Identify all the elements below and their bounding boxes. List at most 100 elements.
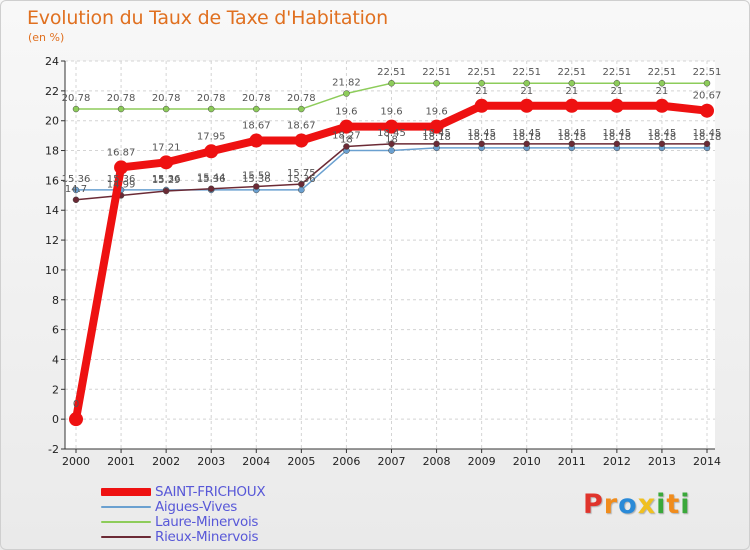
legend-label: Rieux-Minervois xyxy=(155,529,259,545)
data-label: 18.45 xyxy=(648,128,677,139)
data-point xyxy=(339,119,354,134)
data-label: 15.59 xyxy=(242,171,271,182)
data-label: 19.6 xyxy=(425,107,447,118)
data-point xyxy=(249,133,264,148)
data-label: 18.18 xyxy=(603,132,632,143)
data-point xyxy=(523,140,530,148)
data-label: 18.45 xyxy=(422,128,451,139)
data-point xyxy=(298,186,305,194)
data-point xyxy=(433,79,440,87)
data-point xyxy=(700,103,714,118)
data-point xyxy=(114,160,129,175)
legend-item-saint-frichoux[interactable]: SAINT-FRICHOUX xyxy=(101,484,361,500)
y-tick-label: 20 xyxy=(45,115,59,128)
x-tick-label: 2006 xyxy=(332,455,360,468)
data-label: 20.78 xyxy=(242,93,271,104)
y-tick-label: 16 xyxy=(45,174,59,187)
data-label: 20.67 xyxy=(693,91,722,102)
data-point xyxy=(388,79,395,87)
x-tick-label: 2008 xyxy=(423,455,451,468)
data-point xyxy=(474,98,489,113)
data-point xyxy=(478,79,485,87)
data-point xyxy=(72,105,80,113)
data-label: 22.51 xyxy=(648,67,677,78)
data-label: 18.45 xyxy=(557,128,586,139)
data-label: 21 xyxy=(520,86,533,97)
data-label: 15.36 xyxy=(62,174,91,185)
data-point xyxy=(703,79,711,87)
proxiti-logo: Proxiti xyxy=(583,489,691,520)
data-point xyxy=(703,140,711,148)
x-tick-label: 2005 xyxy=(287,455,315,468)
data-label: 15.36 xyxy=(152,174,181,185)
data-label: 15.44 xyxy=(197,173,226,184)
data-label: 18.18 xyxy=(467,132,496,143)
data-label: 18.18 xyxy=(422,132,451,143)
data-label: 22.51 xyxy=(422,67,451,78)
data-label: 16.87 xyxy=(107,147,136,158)
data-label: 18.45 xyxy=(377,128,406,139)
data-label: 18.45 xyxy=(603,128,632,139)
data-label: 18.45 xyxy=(512,128,541,139)
y-tick-label: 22 xyxy=(45,85,59,98)
data-label: 18 xyxy=(385,135,398,146)
data-point xyxy=(72,196,80,204)
data-label: 18.18 xyxy=(693,132,722,143)
x-tick-label: 2000 xyxy=(62,455,90,468)
data-label: 17.95 xyxy=(197,131,226,142)
data-point xyxy=(384,119,399,134)
data-label: 18.18 xyxy=(557,132,586,143)
data-label: 18 xyxy=(340,135,353,146)
data-label: 15.75 xyxy=(287,168,316,179)
y-tick-label: 24 xyxy=(45,55,59,68)
legend-item-laure-minervois[interactable]: Laure-Minervois xyxy=(101,514,361,530)
data-point xyxy=(429,119,444,134)
data-label: 20.78 xyxy=(287,93,316,104)
data-label: 20.78 xyxy=(62,93,91,104)
data-label: 22.51 xyxy=(377,67,406,78)
data-point xyxy=(117,105,125,113)
legend-item-rieux-minervois[interactable]: Rieux-Minervois xyxy=(101,529,361,545)
data-label: 22.51 xyxy=(512,67,541,78)
x-tick-label: 2011 xyxy=(558,455,586,468)
y-tick-label: 10 xyxy=(45,264,59,277)
data-point xyxy=(298,105,305,113)
y-tick-label: 8 xyxy=(52,294,59,307)
legend-item-aigues-vives[interactable]: Aigues-Vives xyxy=(101,499,361,515)
data-point xyxy=(159,155,174,170)
data-point xyxy=(654,98,669,113)
chart-title: Evolution du Taux de Taxe d'Habitation xyxy=(27,7,388,29)
y-tick-label: -2 xyxy=(48,443,59,456)
data-label: 22.51 xyxy=(467,67,496,78)
data-point xyxy=(69,412,83,427)
data-label: 20.78 xyxy=(152,93,181,104)
x-tick-label: 2013 xyxy=(648,455,676,468)
data-label: 21.82 xyxy=(332,78,361,89)
data-label: 18.45 xyxy=(467,128,496,139)
data-label: 14.99 xyxy=(107,179,136,190)
data-point xyxy=(204,144,219,159)
data-label: 20.78 xyxy=(107,93,136,104)
data-label: 18.67 xyxy=(287,121,316,132)
label-layer: 20.78 20.78 20.78 20.78 20.78 20.78 21.82 22.51… xyxy=(62,67,722,410)
x-tick-label: 2007 xyxy=(378,455,406,468)
data-label: 0 xyxy=(73,399,79,410)
data-label: 18.18 xyxy=(512,132,541,143)
data-label: 15.36 xyxy=(197,174,226,185)
legend-label: Laure-Minervois xyxy=(155,514,259,530)
y-tick-label: 12 xyxy=(45,234,59,247)
data-point xyxy=(478,140,485,148)
data-label: 17.21 xyxy=(152,142,181,153)
y-tick-label: 2 xyxy=(52,383,59,396)
data-point xyxy=(253,183,260,190)
data-point xyxy=(343,90,350,97)
data-label: 19.6 xyxy=(380,107,402,118)
data-label: 21 xyxy=(565,86,578,97)
x-tick-label: 2010 xyxy=(513,455,541,468)
data-label: 20.78 xyxy=(197,93,226,104)
data-point xyxy=(253,105,260,113)
data-label: 19.6 xyxy=(335,107,357,118)
data-label: 18.18 xyxy=(648,132,677,143)
